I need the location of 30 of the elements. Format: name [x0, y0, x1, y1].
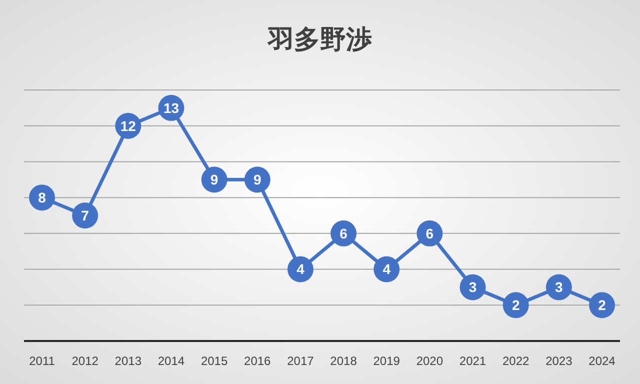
x-tick-label: 2016 — [244, 354, 272, 368]
data-label: 13 — [163, 100, 180, 116]
x-tick-label: 2013 — [114, 354, 142, 368]
data-label: 7 — [81, 207, 90, 224]
data-label: 2 — [598, 297, 606, 314]
data-label: 12 — [120, 118, 136, 134]
data-label: 6 — [340, 225, 348, 242]
x-tick-label: 2012 — [72, 354, 99, 368]
x-tick-label: 2019 — [373, 354, 400, 368]
data-label: 9 — [210, 172, 218, 188]
x-tick-label: 2023 — [546, 354, 573, 368]
x-tick-label: 2018 — [330, 354, 358, 368]
x-tick-label: 2011 — [29, 354, 56, 368]
x-tick-label: 2024 — [588, 354, 616, 368]
data-label: 9 — [253, 172, 262, 188]
x-tick-label: 2014 — [158, 354, 185, 368]
x-tick-label: 2017 — [287, 354, 314, 368]
x-tick-label: 2015 — [200, 354, 228, 368]
x-tick-label: 2020 — [416, 354, 444, 368]
x-tick-label: 2022 — [502, 354, 530, 368]
data-label: 2 — [512, 297, 520, 314]
data-label: 3 — [468, 279, 477, 296]
point — [502, 292, 529, 318]
data-label: 4 — [296, 261, 305, 278]
data-label: 8 — [38, 189, 46, 206]
data-label: 3 — [555, 279, 564, 296]
chart-title: 羽多野渉 — [267, 25, 372, 55]
data-label: 6 — [426, 225, 434, 242]
data-label: 4 — [382, 261, 391, 278]
x-tick-label: 2021 — [459, 354, 486, 368]
